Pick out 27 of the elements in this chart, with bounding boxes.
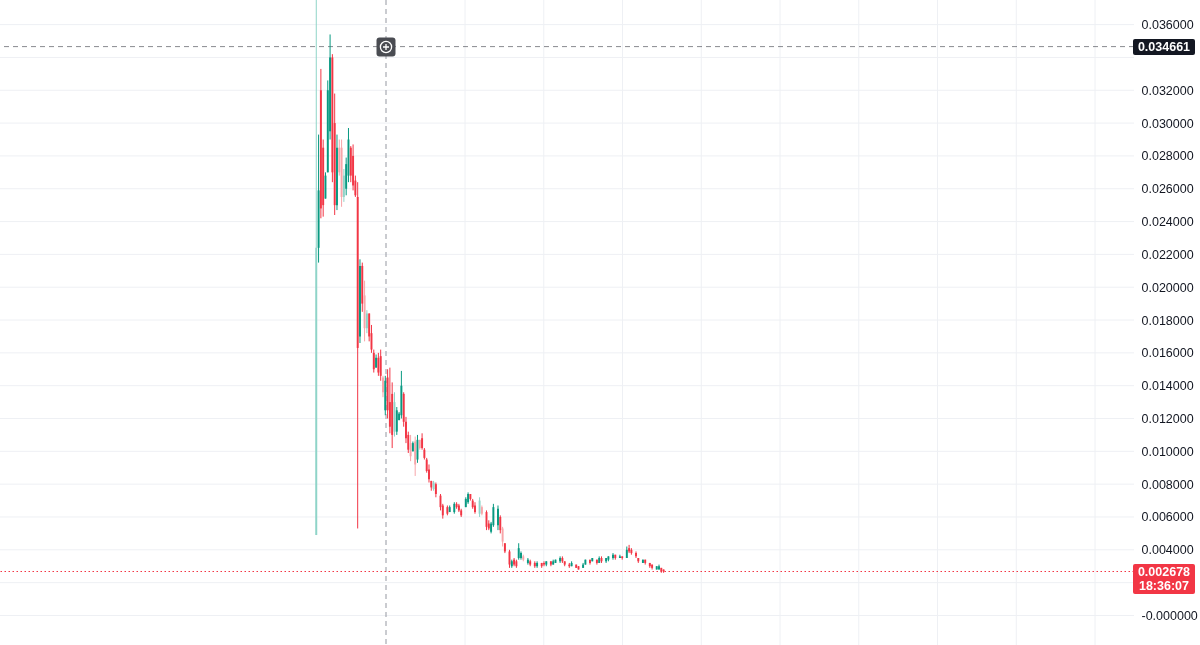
y-tick-label: 0.026000	[1141, 182, 1194, 197]
y-tick-label: 0.022000	[1141, 247, 1194, 262]
y-tick-label: 0.004000	[1141, 543, 1194, 558]
y-tick-label: 0.016000	[1141, 346, 1194, 361]
candlestick	[635, 550, 637, 559]
y-tick-label: -0.000000	[1141, 608, 1198, 623]
ref-line-label: 0.034661	[1133, 39, 1195, 54]
y-tick-label: 0.006000	[1141, 510, 1194, 525]
candlestick	[497, 505, 499, 531]
candlestick	[474, 501, 476, 515]
y-tick-label: 0.028000	[1141, 149, 1194, 164]
y-tick-label: 0.024000	[1141, 215, 1194, 230]
ref-line-label: 0.002678	[1136, 564, 1192, 579]
y-tick-label: 0.018000	[1141, 313, 1194, 328]
y-tick-label: 0.020000	[1141, 280, 1194, 295]
candlestick	[499, 514, 502, 534]
y-tick-label: 0.012000	[1141, 412, 1194, 427]
y-tick-label: 0.010000	[1141, 444, 1194, 459]
candlestick	[379, 349, 382, 382]
y-tick-label: 0.030000	[1141, 116, 1194, 131]
candlestick	[501, 526, 504, 548]
y-tick-label: 0.032000	[1141, 83, 1194, 98]
y-tick-label: 0.014000	[1141, 379, 1194, 394]
y-tick-label: 0.036000	[1141, 18, 1194, 33]
text: 18:36:07	[1137, 578, 1190, 593]
y-tick-label: 0.008000	[1141, 477, 1194, 492]
candlestick	[382, 375, 384, 398]
